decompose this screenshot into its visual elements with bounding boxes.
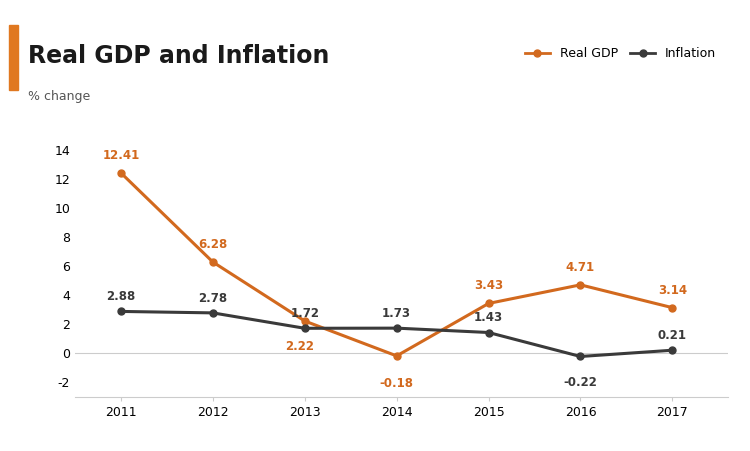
Text: -0.22: -0.22 — [563, 376, 598, 389]
Text: 6.28: 6.28 — [198, 238, 227, 251]
Legend: Real GDP, Inflation: Real GDP, Inflation — [520, 42, 722, 65]
Text: 3.43: 3.43 — [474, 279, 503, 292]
Text: 2.22: 2.22 — [285, 341, 314, 354]
Text: -0.18: -0.18 — [380, 377, 414, 390]
Text: 1.72: 1.72 — [290, 307, 320, 320]
Text: 1.43: 1.43 — [474, 311, 503, 324]
Text: 4.71: 4.71 — [566, 261, 595, 274]
Text: 3.14: 3.14 — [658, 284, 687, 297]
Text: 12.41: 12.41 — [102, 149, 140, 162]
Text: % change: % change — [28, 91, 91, 103]
Text: 2.78: 2.78 — [198, 291, 227, 304]
Text: 1.73: 1.73 — [382, 307, 411, 320]
Text: 0.21: 0.21 — [658, 329, 687, 342]
Text: 2.88: 2.88 — [106, 290, 136, 303]
Text: Real GDP and Inflation: Real GDP and Inflation — [28, 44, 330, 69]
